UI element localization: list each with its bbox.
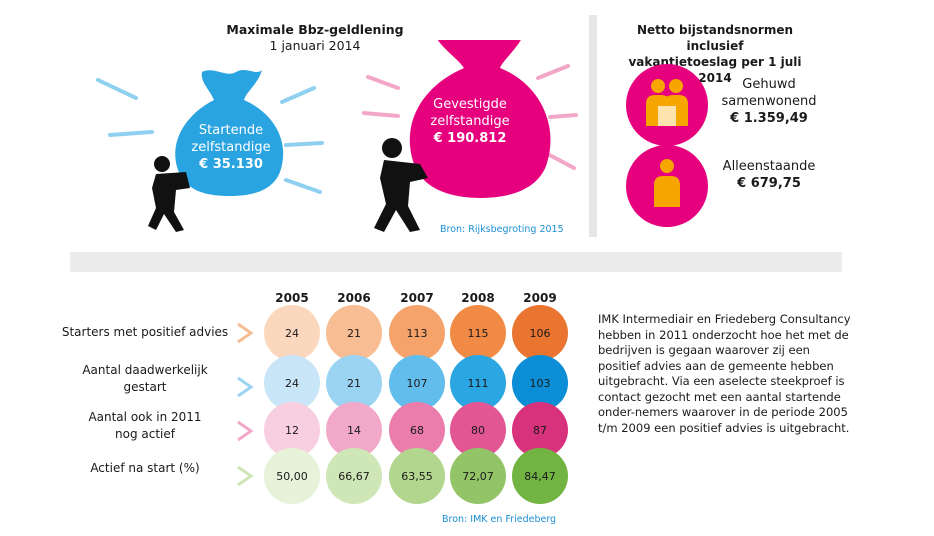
cell-starters-2005: 24: [264, 305, 320, 361]
cell-started-2007: 107: [389, 355, 445, 411]
single-norm: Alleenstaande € 679,75: [704, 158, 834, 192]
loan-title-block: Maximale Bbz-geldlening 1 januari 2014: [200, 22, 430, 54]
starter-money-bag: [175, 70, 284, 196]
cell-started-2009: 103: [512, 355, 568, 411]
single-person-icon: [626, 145, 708, 227]
chevron-right-icon: [237, 465, 254, 487]
chevron-right-icon: [237, 420, 254, 442]
established-money-bag: [409, 40, 551, 198]
table-source: Bron: IMK en Friedeberg: [442, 514, 557, 525]
cell-percentage-2005: 50,00: [264, 448, 320, 504]
cell-started-2005: 24: [264, 355, 320, 411]
cell-percentage-2008: 72,07: [450, 448, 506, 504]
cell-percentage-2009: 84,47: [512, 448, 568, 504]
year-header-2006: 2006: [337, 291, 371, 305]
cell-started-2008: 111: [450, 355, 506, 411]
married-line1: Gehuwd: [742, 77, 796, 92]
study-description: IMK Intermediair en Friedeberg Consultan…: [598, 312, 851, 435]
starter-rays: [96, 78, 324, 194]
married-norm: Gehuwd samenwonend € 1.359,49: [704, 76, 834, 127]
year-header-2008: 2008: [461, 291, 495, 305]
cell-starters-2007: 113: [389, 305, 445, 361]
row-label-starters: Starters met positief advies: [61, 325, 229, 339]
section-divider-vertical: [589, 15, 597, 237]
starter-amount: € 35.130: [199, 157, 263, 172]
married-amount: € 1.359,49: [730, 111, 808, 126]
established-bag-label: Gevestigde zelfstandige € 190.812: [410, 96, 530, 147]
starter-bag-label: Startende zelfstandige € 35.130: [176, 122, 286, 173]
norms-title-line1: Netto bijstandsnormen inclusief: [636, 23, 794, 53]
cell-percentage-2007: 63,55: [389, 448, 445, 504]
chevron-right-icon: [237, 322, 254, 344]
year-header-2005: 2005: [275, 291, 309, 305]
cell-starters-2009: 106: [512, 305, 568, 361]
cell-starters-2008: 115: [450, 305, 506, 361]
loan-bags-illustration: [96, 40, 578, 232]
starter-figure: [148, 156, 190, 232]
single-line1: Alleenstaande: [722, 159, 816, 174]
cell-percentage-2006: 66,67: [326, 448, 382, 504]
established-figure: [374, 138, 428, 232]
chevron-right-icon: [237, 376, 254, 398]
established-line2: zelfstandige: [430, 114, 510, 129]
cell-started-2006: 21: [326, 355, 382, 411]
row-label-percentage: Actief na start (%): [90, 461, 200, 475]
year-header-2007: 2007: [400, 291, 434, 305]
row-label-started: Aantal daadwerkelijk gestart: [82, 363, 208, 394]
year-header-2009: 2009: [523, 291, 557, 305]
cell-starters-2006: 21: [326, 305, 382, 361]
loan-date: 1 januari 2014: [269, 38, 361, 53]
starter-line2: zelfstandige: [191, 140, 271, 155]
starter-line1: Startende: [198, 123, 264, 138]
married-line2: samenwonend: [721, 94, 817, 109]
section-divider-horizontal: [70, 252, 842, 272]
established-amount: € 190.812: [433, 131, 507, 146]
established-line1: Gevestigde: [433, 97, 507, 112]
loan-source: Bron: Rijksbegroting 2015: [440, 224, 564, 235]
row-label-active: Aantal ook in 2011 nog actief: [88, 410, 202, 441]
single-amount: € 679,75: [737, 176, 801, 191]
loan-title: Maximale Bbz-geldlening: [226, 22, 404, 37]
couple-icon: [626, 64, 708, 146]
